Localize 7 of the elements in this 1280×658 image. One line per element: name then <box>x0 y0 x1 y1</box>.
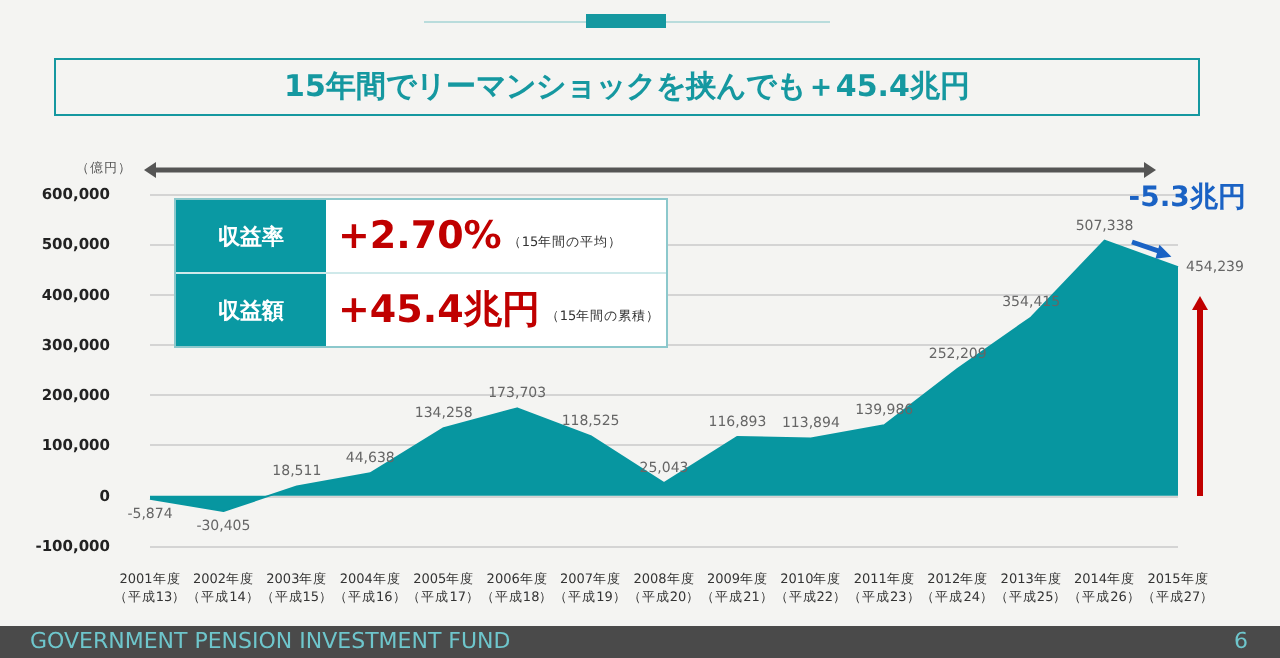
text: GOVERNMENT PENSION INVESTMENT FUND <box>30 626 511 658</box>
annotation: -5.3兆円 <box>1128 180 1246 217</box>
annotation: +45.4兆円 <box>338 286 540 336</box>
annotation: 収益額 <box>176 274 326 346</box>
text: 6 <box>1234 626 1248 658</box>
annotation: 収益率 <box>176 200 326 272</box>
annotation: +2.70% <box>338 214 502 258</box>
